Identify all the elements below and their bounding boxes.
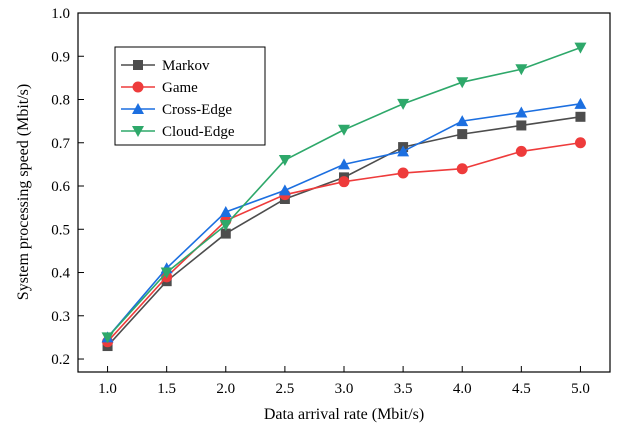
y-tick-label: 0.7 — [51, 136, 70, 152]
x-tick-label: 3.0 — [335, 381, 354, 397]
y-tick-label: 0.5 — [51, 222, 70, 238]
y-axis-title: System processing speed (Mbit/s) — [15, 84, 32, 300]
legend-marker — [133, 60, 143, 70]
y-tick-label: 0.3 — [51, 309, 70, 325]
data-point — [220, 228, 231, 239]
y-axis: 0.2 0.3 0.4 0.5 0.6 0.7 0.8 0.9 1.0 — [51, 6, 84, 368]
data-point — [457, 129, 468, 140]
y-tick-label: 0.9 — [51, 49, 70, 65]
x-tick-label: 4.0 — [453, 381, 472, 397]
legend-label: Cloud-Edge — [162, 124, 235, 140]
x-tick-label: 1.5 — [157, 381, 176, 397]
y-tick-label: 0.8 — [51, 93, 70, 109]
data-point — [456, 115, 469, 127]
legend-marker — [132, 81, 144, 93]
y-tick-label: 0.2 — [51, 352, 70, 368]
data-point — [515, 145, 527, 157]
legend-item: Game — [121, 80, 198, 96]
legend: Markov Game Cross-Edge Cloud-Edge — [114, 46, 266, 146]
x-tick-label: 4.5 — [512, 381, 531, 397]
data-point — [278, 155, 291, 167]
data-point — [338, 176, 350, 188]
data-point — [575, 111, 586, 122]
y-tick-label: 1.0 — [51, 6, 70, 22]
data-point — [397, 145, 410, 157]
data-point — [516, 120, 527, 131]
data-point — [574, 42, 587, 54]
legend-marker — [132, 126, 144, 137]
data-point — [456, 77, 469, 89]
series-layer — [101, 42, 587, 352]
data-point — [397, 167, 409, 179]
data-point — [219, 205, 232, 217]
data-point — [219, 219, 232, 231]
data-point — [101, 332, 114, 344]
x-axis: 1.0 1.5 2.0 2.5 3.0 3.5 4.0 4.5 5.0 — [98, 366, 590, 397]
legend-item: Cloud-Edge — [121, 124, 235, 140]
x-tick-label: 2.0 — [216, 381, 235, 397]
data-point — [338, 158, 350, 170]
x-tick-label: 1.0 — [98, 381, 117, 397]
data-point — [574, 97, 587, 109]
y-tick-label: 0.4 — [51, 266, 70, 282]
data-point — [515, 106, 528, 118]
data-point — [338, 124, 350, 136]
x-tick-label: 5.0 — [571, 381, 590, 397]
data-point — [160, 267, 173, 279]
data-point — [574, 137, 586, 149]
data-point — [456, 163, 468, 175]
series-cloud-edge — [101, 42, 587, 344]
legend-label: Cross-Edge — [162, 102, 232, 118]
x-tick-label: 2.5 — [276, 381, 295, 397]
legend-item: Markov — [121, 58, 210, 74]
legend-item: Cross-Edge — [121, 102, 232, 118]
x-axis-title: Data arrival rate (Mbit/s) — [264, 406, 424, 423]
legend-marker — [132, 103, 144, 114]
data-point — [515, 64, 528, 76]
x-tick-label: 3.5 — [394, 381, 413, 397]
series-game — [102, 137, 586, 348]
legend-label: Markov — [162, 58, 210, 74]
data-point — [397, 98, 410, 110]
y-tick-label: 0.6 — [51, 179, 70, 195]
legend-label: Game — [162, 80, 198, 96]
data-point — [278, 184, 291, 196]
